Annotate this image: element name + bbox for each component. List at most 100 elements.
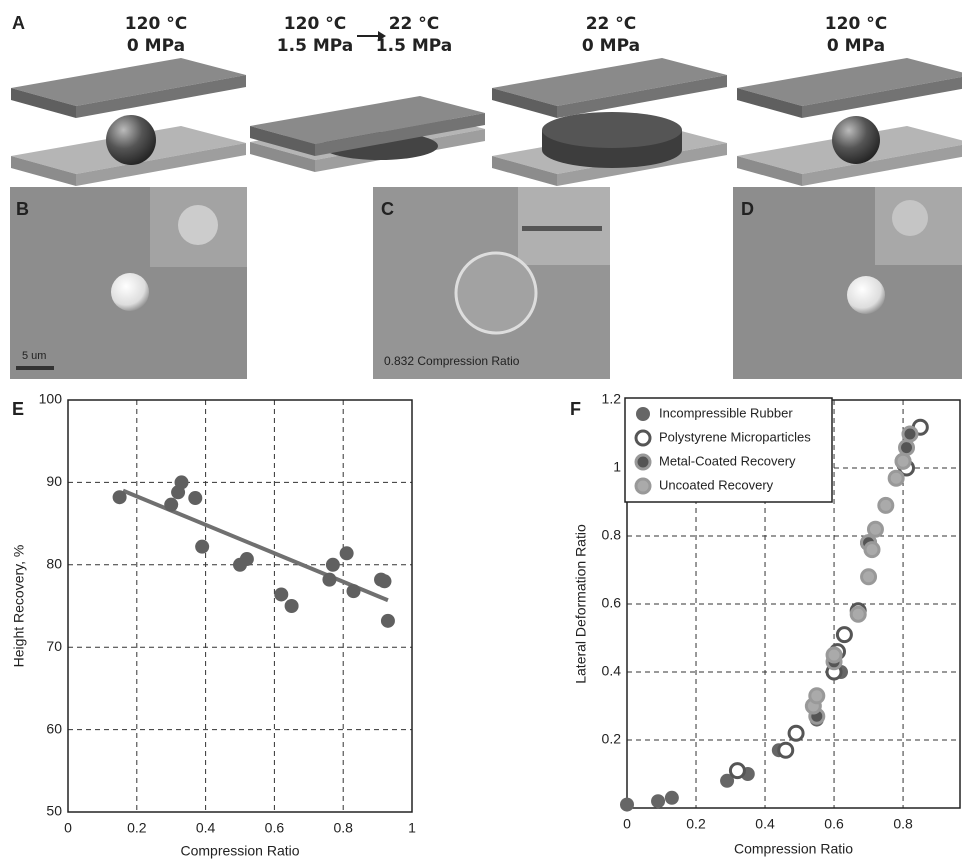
- marker: [862, 570, 876, 584]
- x-tick-label: 0: [623, 816, 631, 832]
- inset-disc: [522, 226, 602, 231]
- marker: [326, 558, 340, 572]
- fit-line: [123, 491, 388, 601]
- disc-top: [542, 112, 682, 148]
- marker: [865, 543, 879, 557]
- legend-marker: [636, 431, 650, 445]
- x-tick-label: 0.4: [196, 820, 216, 836]
- temperature: 120 °C: [825, 14, 887, 34]
- marker: [195, 540, 209, 554]
- legend-label: Incompressible Rubber: [659, 405, 793, 420]
- marker: [322, 573, 336, 587]
- figure: A 120 °C 0 MPa 120 °C 1.5 MPa 22 °C 1.5 …: [0, 0, 962, 860]
- micrograph-c: 0.832 Compression Ratio C: [373, 187, 610, 379]
- page: A 120 °C 0 MPa 120 °C 1.5 MPa 22 °C 1.5 …: [0, 0, 962, 860]
- plot-frame: [68, 400, 412, 812]
- temperature: 120 °C: [284, 14, 346, 34]
- marker: [175, 475, 189, 489]
- x-tick-label: 1: [408, 820, 416, 836]
- flattened-particle: [456, 253, 536, 333]
- marker: [285, 599, 299, 613]
- legend-marker: [636, 455, 650, 469]
- marker: [381, 614, 395, 628]
- scale-label: 5 um: [22, 350, 46, 362]
- marker: [868, 522, 882, 536]
- inset-particle: [892, 200, 928, 236]
- marker: [274, 587, 288, 601]
- x-tick-label: 0.8: [333, 820, 353, 836]
- scale-bar: [16, 366, 54, 370]
- marker: [240, 552, 254, 566]
- x-axis-label: Compression Ratio: [180, 843, 299, 859]
- marker: [889, 471, 903, 485]
- panel-label: E: [12, 399, 24, 419]
- marker: [377, 574, 391, 588]
- x-tick-label: 0.2: [686, 816, 706, 832]
- y-tick-label: 0.8: [602, 527, 622, 543]
- marker: [900, 441, 914, 455]
- panel-label: B: [16, 199, 29, 219]
- y-tick-label: 100: [39, 391, 63, 407]
- pressure: 0 MPa: [582, 36, 640, 56]
- temperature: 120 °C: [125, 14, 187, 34]
- pressure: 0 MPa: [827, 36, 885, 56]
- y-axis-label: Height Recovery, %: [11, 545, 27, 668]
- marker: [810, 689, 824, 703]
- marker: [665, 791, 679, 805]
- panel-label: C: [381, 199, 394, 219]
- y-tick-label: 70: [46, 638, 62, 654]
- sphere: [106, 115, 156, 165]
- x-tick-label: 0.8: [893, 816, 913, 832]
- marker: [188, 491, 202, 505]
- marker: [837, 628, 851, 642]
- y-tick-label: 0.6: [602, 595, 622, 611]
- marker: [347, 584, 361, 598]
- inset-particle: [178, 205, 218, 245]
- pressure: 1.5 MPa: [376, 36, 452, 56]
- marker: [896, 454, 910, 468]
- schematic: [11, 58, 962, 186]
- pressure: 1.5 MPa: [277, 36, 353, 56]
- legend-label: Polystyrene Microparticles: [659, 429, 811, 444]
- legend-marker: [636, 479, 650, 493]
- sphere: [832, 116, 880, 164]
- marker: [903, 427, 917, 441]
- temperature: 22 °C: [586, 14, 637, 34]
- y-tick-label: 1.2: [602, 391, 622, 407]
- marker: [879, 498, 893, 512]
- marker: [730, 764, 744, 778]
- marker: [789, 726, 803, 740]
- legend-marker: [636, 407, 650, 421]
- marker: [620, 798, 634, 812]
- caption: 0.832 Compression Ratio: [384, 354, 520, 368]
- marker: [340, 546, 354, 560]
- top-plate: [492, 58, 727, 118]
- marker: [164, 498, 178, 512]
- x-tick-label: 0.6: [265, 820, 285, 836]
- stage-labels: 120 °C 0 MPa 120 °C 1.5 MPa 22 °C 1.5 MP…: [125, 14, 887, 56]
- particle: [111, 273, 149, 311]
- y-tick-label: 0.2: [602, 731, 622, 747]
- legend-label: Uncoated Recovery: [659, 477, 774, 492]
- y-tick-label: 1: [613, 459, 621, 475]
- marker: [113, 490, 127, 504]
- marker: [651, 794, 665, 808]
- y-axis-label: Lateral Deformation Ratio: [573, 524, 589, 684]
- top-plate: [737, 58, 962, 118]
- marker: [851, 607, 865, 621]
- micrograph-d: D: [733, 187, 962, 379]
- pressure: 0 MPa: [127, 36, 185, 56]
- y-tick-label: 0.4: [602, 663, 622, 679]
- y-tick-label: 80: [46, 556, 62, 572]
- y-tick-label: 50: [46, 803, 62, 819]
- y-tick-label: 90: [46, 473, 62, 489]
- marker: [827, 648, 841, 662]
- x-tick-label: 0.2: [127, 820, 147, 836]
- x-tick-label: 0.6: [824, 816, 844, 832]
- x-tick-label: 0.4: [755, 816, 775, 832]
- x-tick-label: 0: [64, 820, 72, 836]
- micrograph-b: 5 um B: [10, 187, 247, 379]
- panel-label: F: [570, 399, 581, 419]
- x-axis-label: Compression Ratio: [734, 841, 853, 857]
- y-tick-label: 60: [46, 720, 62, 736]
